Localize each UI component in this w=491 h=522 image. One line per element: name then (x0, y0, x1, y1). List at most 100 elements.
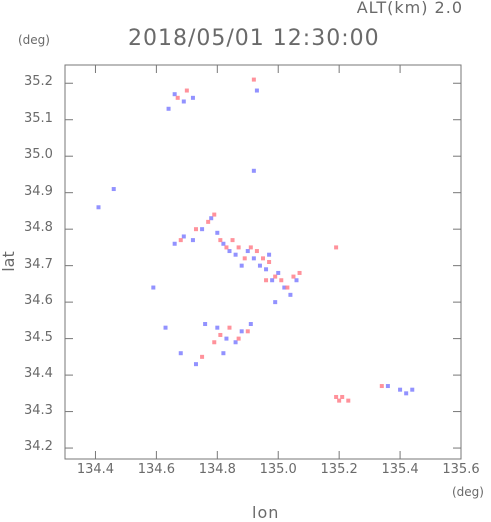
x-axis-label: lon (252, 503, 280, 522)
negative-echo-point (163, 325, 168, 330)
axis-ticks (65, 65, 462, 459)
negative-echo-point (233, 252, 238, 257)
negative-echo-point (193, 362, 198, 367)
y-tick-label: 34.5 (24, 329, 53, 345)
negative-echo-point (209, 216, 214, 221)
negative-echo-point (203, 322, 208, 327)
y-tick-label: 34.2 (24, 439, 53, 455)
positive-echo-point (267, 260, 272, 264)
positive-echo-point (236, 245, 241, 250)
positive-echo-point (200, 354, 205, 359)
y-unit-label: (deg) (18, 33, 50, 47)
positive-echo-point (279, 278, 284, 283)
positive-echo-point (248, 245, 253, 250)
x-tick-label: 135.0 (259, 462, 297, 477)
negative-echo-point (294, 278, 299, 283)
negative-echo-point (248, 322, 253, 327)
positive-echo-point (227, 325, 232, 330)
y-tick-label: 34.6 (24, 293, 53, 309)
positive-echo-point (379, 384, 384, 389)
positive-echo-point (224, 245, 229, 250)
negative-echo-point (288, 292, 293, 297)
positive-echo-point (291, 274, 296, 279)
negative-echo-point (178, 351, 183, 356)
negative-echo-point (404, 391, 409, 396)
y-tick-label: 35.0 (24, 147, 53, 163)
negative-echo-point (251, 168, 256, 173)
positive-echo-point (337, 398, 342, 403)
negative-echo-point (276, 270, 281, 275)
negative-echo-point (96, 205, 101, 210)
alt-label: ALT(km) 2.0 (356, 0, 463, 17)
positive-echo-point (230, 238, 235, 243)
negative-echo-point (221, 241, 226, 246)
positive-echo-point (175, 95, 180, 100)
x-tick-label: 134.4 (76, 462, 115, 477)
negative-echo-point (227, 249, 232, 254)
negative-echo-point (172, 241, 177, 246)
negative-echo-point (282, 285, 287, 290)
negative-echo-point (190, 95, 195, 100)
positive-echo-point (242, 256, 247, 261)
negative-echo-point (111, 187, 116, 192)
y-tick-label: 35.2 (24, 74, 53, 90)
positive-echo-point (193, 227, 198, 232)
positive-echo-point (297, 270, 302, 275)
x-unit-label: (deg) (452, 485, 484, 499)
negative-echo-point (267, 252, 272, 257)
positive-echo-point (218, 238, 223, 243)
plot-frame (64, 64, 462, 460)
positive-echo-point (178, 238, 183, 243)
y-tick-label: 34.4 (24, 366, 53, 382)
x-tick-label: 134.8 (198, 462, 236, 477)
y-axis-label: lat (0, 251, 18, 272)
y-tick-label: 34.9 (24, 183, 53, 199)
positive-echo-point (212, 340, 217, 345)
x-tick-label: 134.6 (137, 462, 175, 477)
negative-echo-point (233, 340, 238, 345)
data-points (96, 77, 415, 403)
negative-echo-point (215, 230, 220, 235)
x-tick-label: 135.4 (381, 462, 419, 477)
negative-echo-point (410, 387, 415, 392)
negative-echo-point (254, 88, 259, 93)
negative-echo-point (398, 387, 403, 392)
negative-echo-point (200, 227, 205, 232)
y-tick-label: 34.8 (24, 220, 53, 236)
positive-echo-point (212, 212, 217, 217)
y-tick-label: 35.1 (24, 110, 53, 126)
negative-echo-point (251, 256, 256, 261)
chart-title: 2018/05/01 12:30:00 (128, 26, 380, 51)
positive-echo-point (236, 336, 241, 341)
negative-echo-point (239, 263, 244, 268)
negative-echo-point (224, 336, 229, 341)
positive-echo-point (264, 278, 269, 283)
negative-echo-point (385, 384, 390, 389)
negative-echo-point (181, 99, 186, 104)
negative-echo-point (273, 300, 278, 305)
positive-echo-point (334, 245, 339, 250)
negative-echo-point (221, 351, 226, 356)
positive-echo-point (334, 394, 339, 399)
positive-echo-point (184, 88, 189, 93)
positive-echo-point (218, 332, 223, 337)
negative-echo-point (264, 267, 269, 272)
positive-echo-point (261, 256, 265, 261)
negative-echo-point (270, 278, 275, 283)
positive-echo-point (285, 285, 290, 290)
x-tick-label: 135.6 (442, 462, 480, 477)
y-tick-label: 34.3 (24, 402, 53, 418)
negative-echo-point (215, 325, 220, 330)
negative-echo-point (257, 263, 262, 268)
positive-echo-point (251, 77, 256, 82)
negative-echo-point (166, 106, 171, 111)
negative-echo-point (245, 249, 250, 254)
negative-echo-point (172, 92, 177, 97)
positive-echo-point (206, 219, 211, 224)
negative-echo-point (239, 329, 244, 334)
y-tick-label: 34.7 (24, 256, 53, 272)
negative-echo-point (181, 234, 186, 239)
x-tick-label: 135.2 (320, 462, 358, 477)
positive-echo-point (254, 249, 259, 254)
